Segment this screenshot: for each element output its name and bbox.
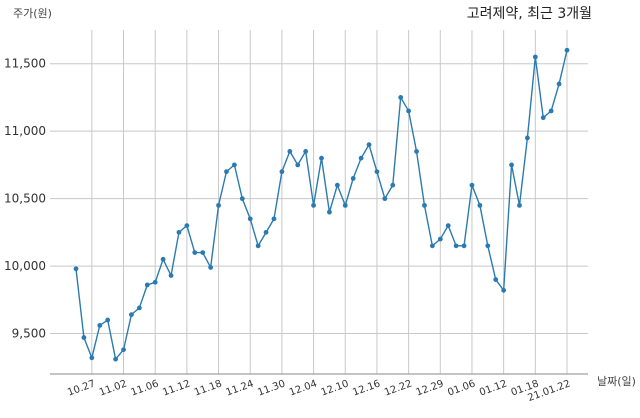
data-point <box>152 279 158 285</box>
data-point <box>422 202 427 208</box>
data-point <box>105 317 111 323</box>
data-point <box>342 202 348 208</box>
y-tick-label: 10,500 <box>4 192 46 206</box>
data-point <box>390 182 396 188</box>
data-point <box>477 202 483 208</box>
data-point <box>224 169 229 175</box>
data-point <box>350 175 356 181</box>
x-tick-label: 12.16 <box>351 378 382 398</box>
data-point <box>501 287 507 293</box>
y-axis-label: 주가(원) <box>13 7 52 20</box>
x-tick-label: 01.06 <box>446 378 477 398</box>
data-point <box>461 243 467 249</box>
data-point <box>564 47 570 53</box>
data-point <box>358 155 364 161</box>
y-tick-label: 11,500 <box>4 57 46 71</box>
data-point <box>216 202 221 208</box>
x-tick-label: 11.18 <box>193 378 224 398</box>
data-point <box>121 347 126 353</box>
y-tick-labels: 9,500 10,000 10,500 11,000 11,500 <box>4 57 46 341</box>
data-point <box>287 149 293 154</box>
data-point <box>406 108 412 114</box>
data-point <box>525 135 530 141</box>
data-point <box>97 323 103 328</box>
data-point <box>382 196 388 202</box>
data-point <box>136 305 142 311</box>
data-point <box>271 216 277 222</box>
x-tick-label: 01.12 <box>478 378 509 398</box>
data-point <box>295 162 301 168</box>
data-point <box>184 223 190 229</box>
x-tick-label: 12.22 <box>383 378 414 398</box>
y-tick-label: 10,000 <box>4 259 46 273</box>
data-point <box>366 142 372 148</box>
data-point <box>540 115 546 121</box>
data-point <box>327 209 332 215</box>
x-tick-label: 11.12 <box>161 378 192 398</box>
data-point <box>192 250 198 255</box>
data-point <box>493 277 499 282</box>
data-point <box>239 196 245 202</box>
y-tick-label: 9,500 <box>12 327 46 341</box>
data-point <box>168 273 174 278</box>
series-line <box>75 50 568 361</box>
data-point <box>255 243 261 249</box>
data-point <box>176 229 182 235</box>
x-tick-labels: 10.27 11.02 11.06 11.12 11.18 11.24 11.30 12.04… <box>66 378 572 404</box>
data-point <box>453 243 459 249</box>
data-point <box>263 229 269 235</box>
data-point <box>429 243 435 249</box>
x-tick-label: 12.29 <box>415 378 446 398</box>
data-point <box>129 312 134 318</box>
gridlines <box>50 30 588 374</box>
x-axis-label: 날짜(일) <box>597 374 636 388</box>
data-point <box>113 356 118 362</box>
x-tick-label: 12.04 <box>288 378 319 398</box>
data-point <box>469 182 475 188</box>
data-point <box>548 108 554 114</box>
data-point <box>200 250 206 255</box>
data-point <box>247 216 253 222</box>
data-point <box>556 81 562 87</box>
data-point <box>319 155 324 161</box>
x-tick-label: 11.06 <box>130 378 161 398</box>
x-tick-label: 10.27 <box>66 378 97 398</box>
series-points <box>73 47 570 362</box>
data-point <box>208 265 214 270</box>
data-point <box>144 282 150 288</box>
data-point <box>303 149 309 154</box>
data-point <box>81 335 87 340</box>
data-point <box>231 162 237 168</box>
data-point <box>414 149 419 154</box>
data-point <box>334 182 340 188</box>
data-point <box>437 236 443 242</box>
y-tick-label: 11,000 <box>4 124 46 138</box>
data-point <box>445 223 451 229</box>
data-point <box>485 243 491 249</box>
x-tick-label: 11.02 <box>98 378 129 398</box>
data-point <box>279 169 285 175</box>
data-point <box>374 169 380 175</box>
data-point <box>398 95 404 100</box>
x-tick-label: 11.30 <box>256 378 287 398</box>
data-point <box>311 202 316 208</box>
data-point <box>517 202 522 208</box>
x-tick-label: 12.10 <box>320 378 351 398</box>
chart-title: 고려제약, 최근 3개월 <box>467 6 592 22</box>
data-point <box>532 54 538 60</box>
x-tick-label: 11.24 <box>225 378 256 398</box>
data-point <box>89 355 95 361</box>
data-point <box>73 266 79 272</box>
data-point <box>509 162 514 168</box>
data-point <box>160 256 166 262</box>
